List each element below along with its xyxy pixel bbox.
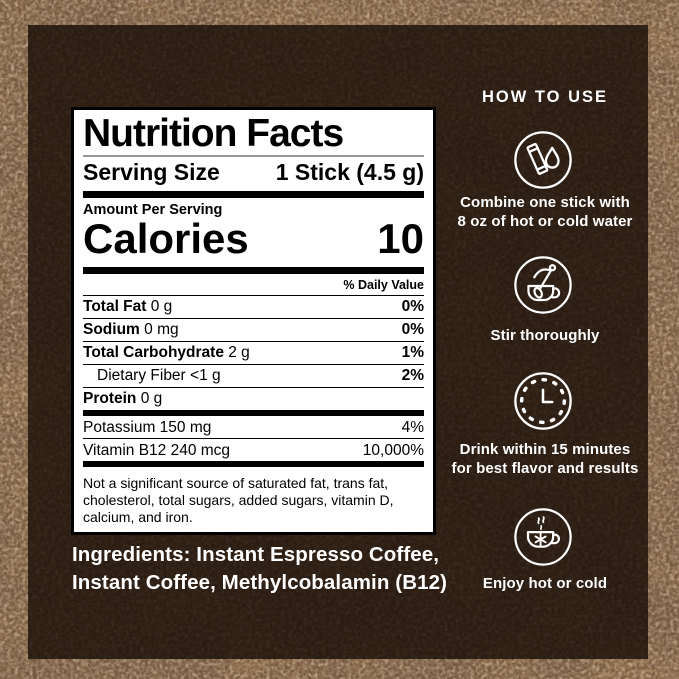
nutrient-row: Protein 0 g — [83, 386, 424, 410]
how-to-use-heading: HOW TO USE — [481, 88, 609, 106]
nutrient-dv: 2% — [401, 367, 424, 385]
step-caption: Enjoy hot or cold — [482, 575, 608, 592]
serving-size-label: Serving Size — [83, 158, 220, 185]
daily-value-header: % Daily Value — [343, 277, 424, 292]
nutrient-row: Total Fat 0 g 0% — [83, 294, 424, 318]
calories-label: Calories — [83, 214, 249, 262]
serving-size-value: 1 Stick (4.5 g) — [275, 158, 424, 185]
thick-divider — [83, 461, 424, 468]
label-footnote: Not a significant source of saturated fa… — [83, 475, 394, 526]
step-caption: Stir thoroughly — [490, 327, 600, 344]
calories-row: Calories 10 — [83, 214, 424, 267]
nutrient-name: Sodium 0 mg — [83, 321, 179, 339]
mineral-row: Potassium 150 mg 4% — [83, 416, 424, 438]
amount-per-serving-label: Amount Per Serving — [83, 201, 223, 218]
mineral-name: Vitamin B12 240 mcg — [83, 441, 231, 459]
nutrient-row: Dietary Fiber <1 g 2% — [83, 363, 424, 387]
nutrition-facts-label: Nutrition Facts Serving Size 1 Stick (4.… — [71, 107, 436, 535]
nutrient-name: Protein 0 g — [83, 390, 163, 408]
divider — [83, 154, 424, 157]
step-caption: Drink within 15 minutes for best flavor … — [451, 441, 639, 477]
step-caption: Combine one stick with 8 oz of hot or co… — [457, 194, 633, 230]
steaming-cup-snowflake-icon — [512, 506, 574, 568]
nutrient-name: Total Carbohydrate 2 g — [83, 344, 250, 362]
nutrient-name: Total Fat 0 g — [83, 298, 173, 316]
stir-spoon-cup-icon — [512, 254, 574, 316]
thick-divider — [83, 266, 424, 274]
nutrient-name: Dietary Fiber <1 g — [97, 367, 221, 385]
calories-value: 10 — [377, 214, 424, 262]
clock-icon — [512, 370, 574, 432]
mineral-row: Vitamin B12 240 mcg 10,000% — [83, 438, 424, 461]
thick-divider — [83, 410, 424, 416]
thick-divider — [83, 190, 424, 198]
mineral-dv: 10,000% — [362, 441, 424, 459]
nutrient-dv: 0% — [401, 321, 424, 339]
nutrient-row: Total Carbohydrate 2 g 1% — [83, 340, 424, 364]
nutrient-dv: 1% — [401, 344, 424, 362]
serving-size-row: Serving Size 1 Stick (4.5 g) — [83, 157, 424, 191]
mineral-dv: 4% — [401, 418, 424, 436]
stick-and-water-drop-icon — [512, 129, 574, 191]
nutrient-row: Sodium 0 mg 0% — [83, 317, 424, 341]
nutrition-facts-title: Nutrition Facts — [83, 112, 344, 155]
nutrient-dv: 0% — [401, 298, 424, 316]
ingredients-text: Ingredients: Instant Espresso Coffee, In… — [72, 543, 448, 595]
mineral-name: Potassium 150 mg — [83, 418, 212, 436]
